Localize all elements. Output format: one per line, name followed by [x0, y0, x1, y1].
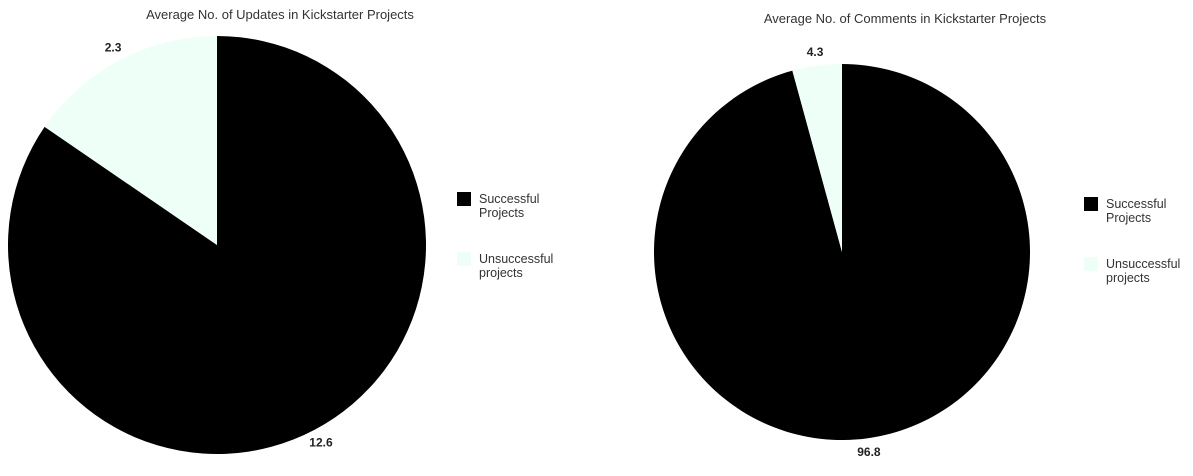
pie-slice-successful	[8, 36, 426, 454]
legend-label: Successful Projects	[1106, 197, 1166, 225]
slice-value-label: 12.6	[309, 435, 333, 449]
legend-item: Successful Projects	[1084, 197, 1166, 225]
legend-label: Unsuccessful projects	[479, 252, 553, 280]
slice-value-label: 96.8	[857, 445, 881, 459]
legend: Successful Projects Unsuccessful projects	[1084, 197, 1180, 285]
slice-value-label: 2.3	[105, 41, 122, 55]
pie-chart-1: Average No. of Updates in Kickstarter Pr…	[8, 7, 553, 454]
legend-swatch	[1084, 197, 1098, 211]
legend-label: Successful Projects	[479, 192, 539, 220]
chart-title: Average No. of Comments in Kickstarter P…	[764, 11, 1047, 26]
pie-chart-2: Average No. of Comments in Kickstarter P…	[653, 11, 1180, 459]
pie-slice-successful	[653, 64, 1030, 440]
legend-item: Unsuccessful projects	[457, 252, 553, 280]
legend-item: Successful Projects	[457, 192, 539, 220]
pie-slice-unsuccessful	[44, 35, 218, 245]
legend-item: Unsuccessful projects	[1084, 257, 1180, 285]
legend: Successful Projects Unsuccessful projects	[457, 192, 553, 280]
chart-title: Average No. of Updates in Kickstarter Pr…	[146, 7, 414, 22]
pie-slice-unsuccessful	[792, 64, 842, 252]
legend-label: Unsuccessful projects	[1106, 257, 1180, 285]
legend-swatch	[457, 192, 471, 206]
slice-value-label: 4.3	[807, 45, 824, 59]
legend-swatch	[1084, 257, 1098, 271]
legend-swatch	[457, 252, 471, 266]
